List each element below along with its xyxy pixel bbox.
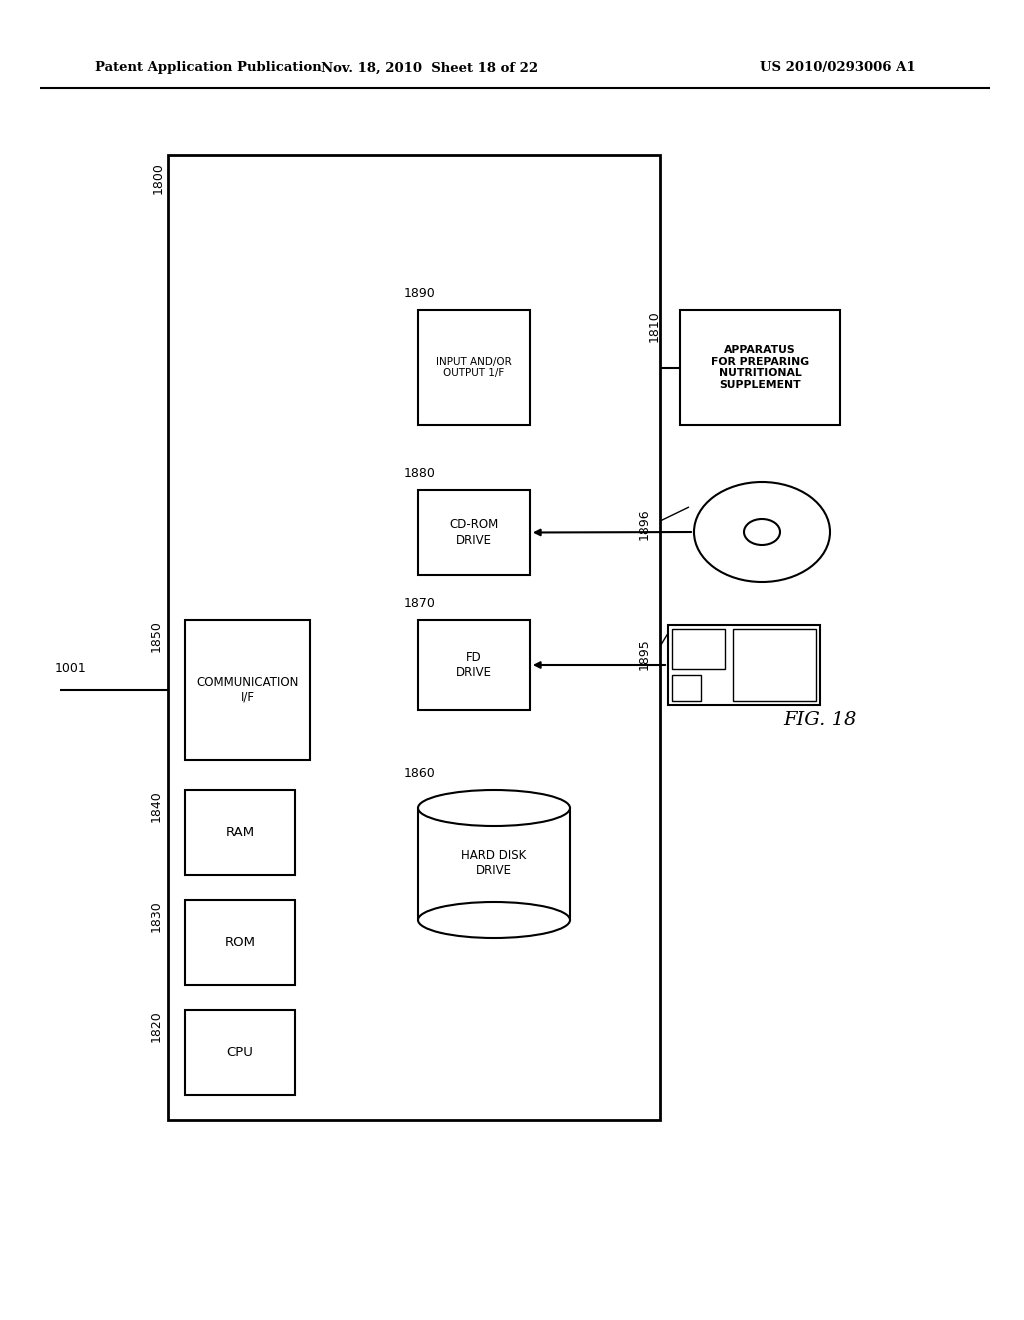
Text: 1896: 1896	[638, 508, 650, 540]
Text: 1840: 1840	[150, 789, 163, 822]
Ellipse shape	[418, 902, 570, 939]
Text: 1895: 1895	[638, 638, 650, 669]
Text: 1810: 1810	[647, 310, 660, 342]
Bar	[418, 620, 530, 710]
Text: 1890: 1890	[404, 286, 436, 300]
Text: CPU: CPU	[226, 1045, 253, 1059]
Text: 1001: 1001	[55, 663, 87, 675]
Bar	[672, 675, 701, 701]
Text: RAM: RAM	[225, 826, 255, 840]
Text: 1870: 1870	[404, 597, 436, 610]
Bar	[733, 630, 816, 701]
Text: US 2010/0293006 A1: US 2010/0293006 A1	[760, 62, 915, 74]
Bar	[680, 310, 840, 425]
Text: FD
DRIVE: FD DRIVE	[456, 651, 492, 678]
Bar	[418, 490, 530, 576]
Bar	[185, 789, 295, 875]
Text: 1830: 1830	[150, 900, 163, 932]
Text: HARD DISK
DRIVE: HARD DISK DRIVE	[462, 849, 526, 876]
Bar	[672, 630, 725, 669]
Bar	[185, 1010, 295, 1096]
Text: INPUT AND/OR
OUTPUT 1/F: INPUT AND/OR OUTPUT 1/F	[436, 356, 512, 379]
Text: 1800: 1800	[152, 162, 165, 194]
Text: ROM: ROM	[224, 936, 256, 949]
Ellipse shape	[744, 519, 780, 545]
Text: FIG. 18: FIG. 18	[783, 711, 857, 729]
Text: COMMUNICATION
I/F: COMMUNICATION I/F	[197, 676, 299, 704]
Text: Nov. 18, 2010  Sheet 18 of 22: Nov. 18, 2010 Sheet 18 of 22	[322, 62, 539, 74]
Bar	[185, 900, 295, 985]
Text: CD-ROM
DRIVE: CD-ROM DRIVE	[450, 519, 499, 546]
Text: 1820: 1820	[150, 1010, 163, 1041]
Text: 1860: 1860	[404, 767, 436, 780]
Text: 1850: 1850	[150, 620, 163, 652]
Bar	[168, 154, 660, 1119]
Ellipse shape	[418, 789, 570, 826]
Ellipse shape	[694, 482, 830, 582]
Bar	[418, 310, 530, 425]
Bar	[418, 808, 570, 920]
Text: Patent Application Publication: Patent Application Publication	[95, 62, 322, 74]
Bar	[668, 624, 820, 705]
Bar	[185, 620, 310, 760]
Text: 1880: 1880	[404, 467, 436, 480]
Text: APPARATUS
FOR PREPARING
NUTRITIONAL
SUPPLEMENT: APPARATUS FOR PREPARING NUTRITIONAL SUPP…	[711, 345, 809, 389]
